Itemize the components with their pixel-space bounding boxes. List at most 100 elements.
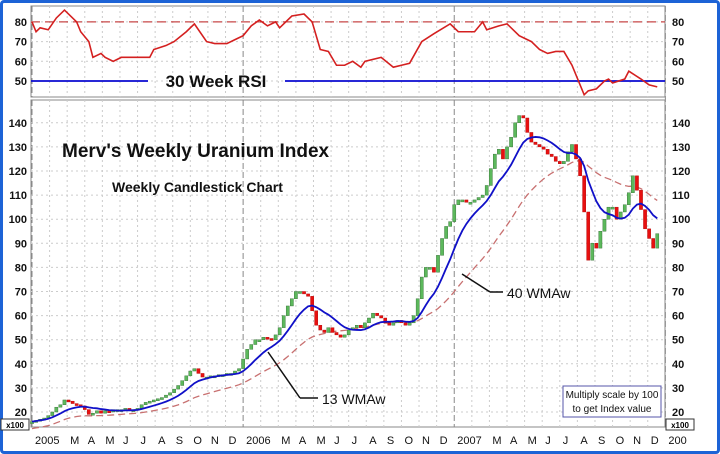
price-tick-label-right: 40 xyxy=(672,359,684,371)
candle-down xyxy=(269,338,274,341)
candle-up xyxy=(452,204,457,222)
chart-subtitle: Weekly Candlestick Chart xyxy=(112,179,283,195)
candle-down xyxy=(553,156,558,162)
candle-down xyxy=(594,243,599,249)
price-tick-label-left: 30 xyxy=(15,383,27,395)
x-axis-label: A xyxy=(88,435,96,447)
candle-up xyxy=(160,397,164,400)
candle-up xyxy=(355,325,359,328)
candle-up xyxy=(424,267,428,278)
candle-up xyxy=(249,344,254,350)
x-axis-label: J xyxy=(141,435,147,447)
wma13-line xyxy=(31,136,658,423)
candle-up xyxy=(54,406,59,413)
candle-up xyxy=(513,122,517,138)
candle-down xyxy=(521,115,526,119)
candle-up xyxy=(50,411,55,416)
price-tick-label-left: 70 xyxy=(15,287,27,299)
x-axis-label: A xyxy=(580,435,588,447)
candle-up xyxy=(407,322,412,326)
x-axis-label: S xyxy=(598,435,605,447)
candle-up xyxy=(476,197,481,201)
wma40-label: 40 WMAw xyxy=(507,285,571,301)
candle-up xyxy=(290,298,294,307)
candle-up xyxy=(436,255,440,273)
candle-up xyxy=(509,137,513,148)
x-axis-label: M xyxy=(70,435,79,447)
x-axis-label: J xyxy=(352,435,358,447)
candle-down xyxy=(582,175,586,213)
candle-down xyxy=(403,322,408,326)
candle-up xyxy=(448,221,452,227)
candle-up xyxy=(598,231,603,249)
candle-down xyxy=(549,153,554,157)
candle-up xyxy=(176,385,180,390)
price-tick-label-left: 140 xyxy=(9,118,27,130)
candle-down xyxy=(302,291,306,295)
candle-down xyxy=(501,149,505,160)
candle-up xyxy=(147,400,152,404)
candle-up xyxy=(493,153,497,169)
candle-up xyxy=(192,368,197,372)
candle-down xyxy=(74,403,79,406)
x-axis-label: O xyxy=(616,435,625,447)
candle-up xyxy=(180,380,185,386)
price-tick-label-left: 100 xyxy=(9,214,27,226)
candle-up xyxy=(472,199,477,203)
candle-up xyxy=(468,202,473,205)
x-axis-label: S xyxy=(387,435,394,447)
candle-up xyxy=(505,146,509,160)
x-axis-label: M xyxy=(528,435,537,447)
candle-up xyxy=(631,175,635,193)
scale-tag-left-box xyxy=(0,418,30,431)
note-box xyxy=(562,385,662,418)
x-axis-label: 2005 xyxy=(35,435,59,447)
x-axis-label: J xyxy=(123,435,129,447)
x-axis-label: J xyxy=(334,435,340,447)
rsi-label: 30 Week RSI xyxy=(166,72,267,91)
candle-down xyxy=(379,315,383,319)
x-axis-label: O xyxy=(193,435,202,447)
price-panel xyxy=(30,99,666,428)
candle-down xyxy=(322,329,327,333)
candle-up xyxy=(58,404,63,408)
price-tick-label-right: 130 xyxy=(672,142,690,154)
scale-tag-right-box xyxy=(665,418,695,431)
candle-up xyxy=(440,238,444,256)
x-axis-label: A xyxy=(510,435,518,447)
candle-up xyxy=(562,161,566,164)
candle-up xyxy=(241,358,245,369)
candle-down xyxy=(66,399,71,403)
wma40-pointer xyxy=(461,273,491,293)
candle-up xyxy=(285,305,290,316)
candle-down xyxy=(310,296,314,311)
candle-down xyxy=(432,267,436,273)
x-axis-label: J xyxy=(545,435,551,447)
candle-up xyxy=(415,298,420,316)
candle-up xyxy=(91,413,95,416)
candle-up xyxy=(156,398,160,401)
candle-up xyxy=(570,144,574,152)
candle-up xyxy=(488,168,493,186)
candle-up xyxy=(245,349,249,360)
candle-up xyxy=(480,194,485,198)
price-tick-label-left: 110 xyxy=(9,190,27,202)
price-tick-label-right: 70 xyxy=(672,287,684,299)
rsi-tick-label-right: 80 xyxy=(672,17,684,29)
candle-down xyxy=(306,293,310,297)
candle-up xyxy=(367,317,371,324)
candle-down xyxy=(533,141,538,145)
candle-up xyxy=(143,402,148,405)
candle-down xyxy=(334,332,339,336)
candle-up xyxy=(484,185,489,196)
candle-up xyxy=(257,339,262,342)
price-tick-label-left: 20 xyxy=(15,407,27,419)
x-axis-label: N xyxy=(422,435,430,447)
candle-up xyxy=(103,410,107,414)
candle-down xyxy=(558,161,562,164)
candle-up xyxy=(326,327,331,333)
candle-down xyxy=(330,327,335,333)
note-line: Multiply scale by 100 xyxy=(566,390,659,401)
candle-up xyxy=(342,334,347,338)
